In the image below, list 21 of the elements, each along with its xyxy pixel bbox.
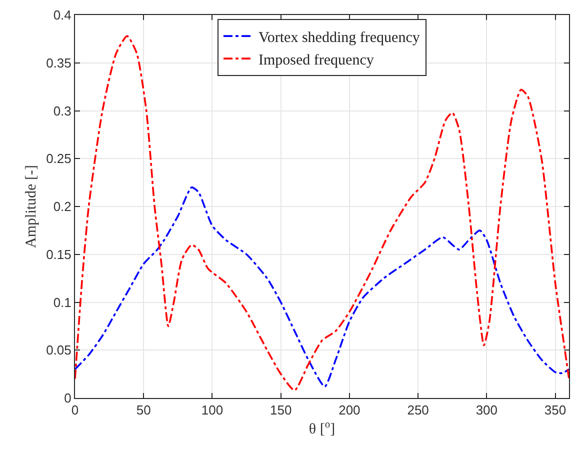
- y-tick-label: 0.25: [46, 151, 72, 166]
- x-tick-label: 200: [338, 402, 360, 418]
- x-tick-label: 300: [476, 402, 498, 418]
- legend-label: Vortex shedding frequency: [258, 30, 420, 46]
- y-axis-title: Amplitude [-]: [23, 165, 40, 248]
- legend-label: Imposed frequency: [258, 52, 374, 68]
- y-tick-label: 0.35: [46, 55, 72, 70]
- x-tick-label: 100: [201, 402, 224, 418]
- y-tick-label: 0.2: [53, 199, 72, 214]
- x-tick-label: 250: [407, 402, 429, 418]
- y-tick-label: 0: [64, 390, 72, 406]
- x-tick-label: 150: [270, 402, 292, 418]
- line-series: [75, 186, 569, 388]
- y-tick-label: 0.4: [53, 8, 72, 23]
- y-tick-label: 0.3: [53, 103, 72, 118]
- y-tick-label: 0.15: [46, 246, 72, 262]
- x-tick-label: 50: [136, 402, 151, 418]
- y-tick-label: 0.05: [46, 342, 72, 358]
- y-tick-label: 0.1: [53, 294, 72, 310]
- x-axis-title: θ [$^{o}$]: [308, 419, 336, 438]
- x-tick-label: 350: [544, 402, 566, 418]
